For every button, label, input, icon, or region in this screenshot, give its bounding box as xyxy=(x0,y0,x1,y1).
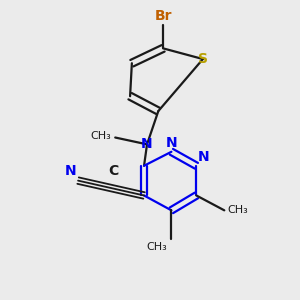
Text: C: C xyxy=(108,164,118,178)
Text: CH₃: CH₃ xyxy=(146,242,167,252)
Text: S: S xyxy=(198,52,208,66)
Text: Br: Br xyxy=(154,9,172,23)
Text: CH₃: CH₃ xyxy=(90,131,111,141)
Text: N: N xyxy=(198,150,209,164)
Text: CH₃: CH₃ xyxy=(227,205,248,215)
Text: N: N xyxy=(166,136,177,150)
Text: N: N xyxy=(141,137,153,152)
Text: N: N xyxy=(65,164,76,178)
